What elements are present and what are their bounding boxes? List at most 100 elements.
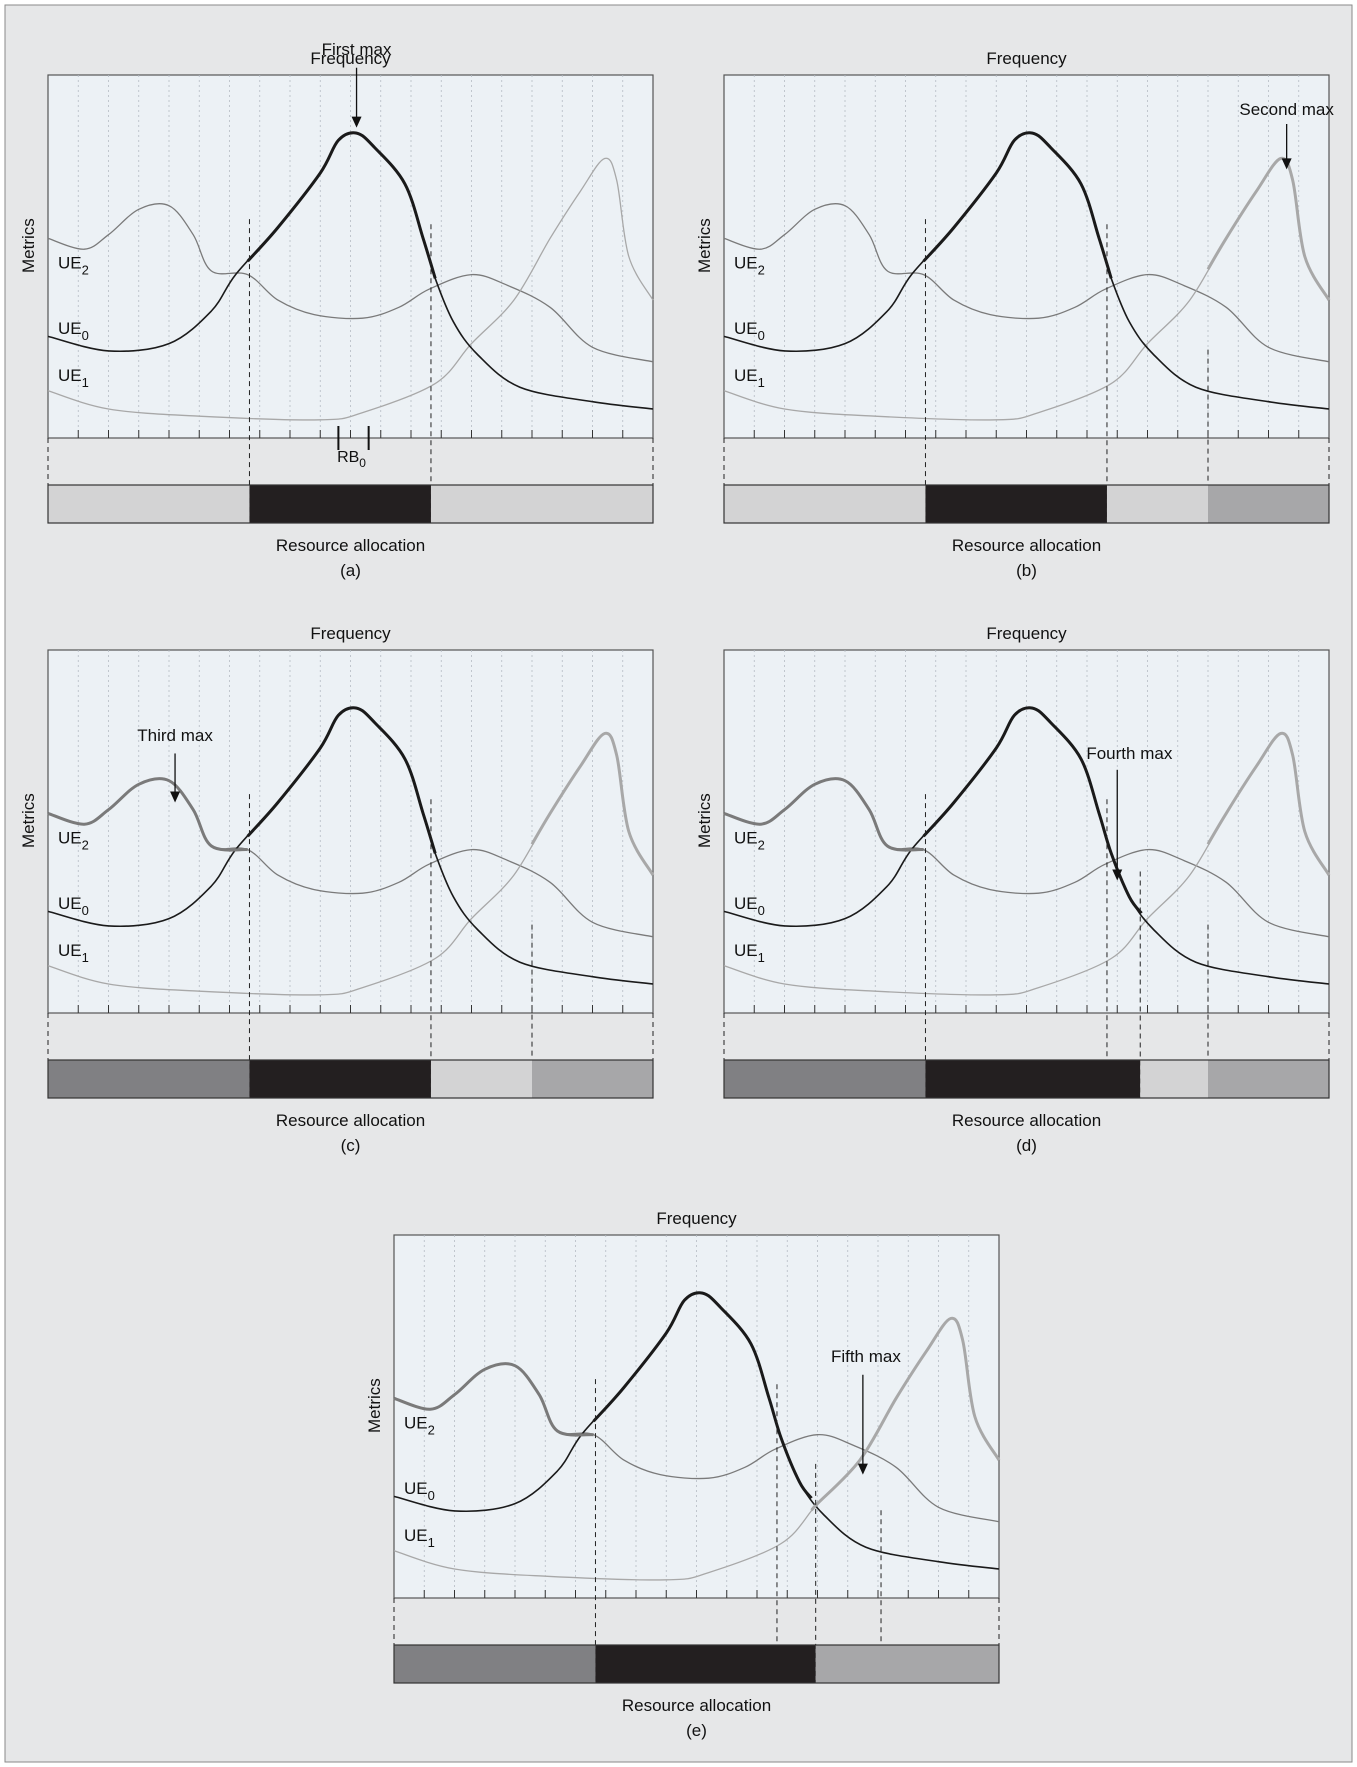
resource-allocation-label: Resource allocation — [622, 1696, 771, 1715]
max-annotation: First max — [322, 40, 392, 128]
ue-label: UE2 — [404, 1414, 435, 1438]
panel-d: Frequency Metrics Resource allocation (d) UE… — [695, 624, 1331, 1155]
max-arrow-head — [170, 791, 181, 803]
ue-label-base: UE — [404, 1526, 428, 1545]
allocation-segment — [249, 485, 431, 523]
ue-label: UE1 — [734, 366, 765, 390]
max-arrow-head — [1281, 158, 1292, 170]
frequency-label: Frequency — [656, 1209, 737, 1228]
panel-caption: (a) — [340, 561, 361, 580]
resource-allocation-label: Resource allocation — [952, 1111, 1101, 1130]
ue0-allocated-segment — [922, 131, 1113, 279]
resource-allocation-bar — [723, 484, 1330, 524]
ue-label-subscript: 2 — [758, 263, 765, 278]
allocation-segment — [815, 1645, 999, 1683]
ue-label: UE1 — [734, 941, 765, 965]
ue-label-subscript: 1 — [82, 375, 89, 390]
ue-label: UE2 — [58, 254, 89, 278]
max-annotation-text: First max — [322, 40, 392, 59]
ue-label: UE0 — [58, 894, 89, 918]
resource-allocation-label: Resource allocation — [276, 536, 425, 555]
frequency-grid — [77, 650, 624, 1013]
allocation-segment — [430, 485, 653, 523]
max-annotation: Second max — [1239, 100, 1334, 170]
ue-label-base: UE — [58, 894, 82, 913]
max-annotation-text: Fourth max — [1086, 744, 1172, 763]
ue-label-subscript: 1 — [428, 1535, 435, 1550]
metrics-axis-label: Metrics — [695, 793, 714, 848]
frequency-grid — [753, 650, 1300, 1013]
rb-label: RB0 — [337, 449, 366, 470]
resource-allocation-bar — [47, 484, 654, 524]
ue1-curve — [47, 157, 654, 421]
allocation-bar-frame — [47, 484, 654, 524]
panel-e: Frequency Metrics Resource allocation (e) UE… — [365, 1209, 1001, 1740]
max-annotation-text: Fifth max — [831, 1347, 901, 1366]
ue-label-subscript: 0 — [82, 903, 89, 918]
ue-label-base: UE — [734, 894, 758, 913]
ue-label-base: UE — [58, 829, 82, 848]
rb-label-base: RB — [337, 449, 359, 466]
max-annotation: Fifth max — [831, 1347, 901, 1475]
max-annotation-text: Third max — [137, 726, 213, 745]
resource-allocation-bar — [723, 1059, 1330, 1099]
panel-caption: (c) — [341, 1136, 361, 1155]
ue-label: UE1 — [58, 366, 89, 390]
ue-label: UE0 — [734, 319, 765, 343]
ue2-allocated-segment — [393, 1362, 594, 1437]
allocation-segment — [532, 1060, 653, 1098]
panel-a: Frequency Metrics Resource allocation (a) UE… — [19, 40, 654, 580]
allocation-segment — [1106, 485, 1208, 523]
ue-label-base: UE — [58, 366, 82, 385]
ue-label: UE2 — [734, 254, 765, 278]
ue-label: UE0 — [734, 894, 765, 918]
panel-b: Frequency Metrics Resource allocation (b) UE… — [695, 49, 1334, 580]
ue-label-base: UE — [58, 319, 82, 338]
metrics-axis-label: Metrics — [19, 218, 38, 273]
allocation-boundaries — [47, 219, 654, 523]
metric-curves — [47, 706, 655, 996]
allocation-segment — [925, 485, 1107, 523]
ue-label-base: UE — [58, 941, 82, 960]
ue-label-base: UE — [734, 941, 758, 960]
frequency-label: Frequency — [310, 49, 391, 68]
metric-curves — [723, 706, 1331, 996]
ue-label-base: UE — [58, 254, 82, 273]
frequency-grid — [77, 75, 624, 438]
ue1-allocated-segment — [1206, 156, 1331, 301]
ue-label-subscript: 2 — [428, 1423, 435, 1438]
panel-c: Frequency Metrics Resource allocation (c) UE… — [19, 624, 655, 1155]
rb-label-subscript: 0 — [359, 456, 366, 470]
ue-label-base: UE — [404, 1414, 428, 1433]
rb-marker: RB0 — [337, 426, 370, 470]
allocation-segment — [430, 1060, 532, 1098]
allocation-bar-frame — [393, 1644, 1000, 1684]
ue-label: UE0 — [404, 1479, 435, 1503]
ue2-curve — [723, 203, 1330, 363]
ue1-allocated-segment — [530, 731, 655, 876]
allocation-segment — [48, 1060, 250, 1098]
allocation-segment — [1140, 1060, 1208, 1098]
frequency-label: Frequency — [310, 624, 391, 643]
ue2-allocated-segment — [723, 777, 924, 852]
ue-label-subscript: 1 — [82, 950, 89, 965]
allocation-segment — [925, 1060, 1141, 1098]
ue-label-subscript: 1 — [758, 950, 765, 965]
frequency-label: Frequency — [986, 624, 1067, 643]
allocation-segment — [1208, 485, 1329, 523]
resource-allocation-bar — [47, 1059, 654, 1099]
metric-curves — [393, 1291, 1001, 1581]
resource-allocation-label: Resource allocation — [276, 1111, 425, 1130]
panel-caption: (b) — [1016, 561, 1037, 580]
metrics-axis-label: Metrics — [695, 218, 714, 273]
frequency-grid — [423, 1235, 970, 1598]
ue-label-base: UE — [404, 1479, 428, 1498]
allocation-segment — [1208, 1060, 1329, 1098]
ue0-allocated-segment — [246, 706, 437, 854]
metrics-axis-label: Metrics — [19, 793, 38, 848]
ue0-allocated-segment — [922, 706, 1143, 915]
ue-label: UE2 — [58, 829, 89, 853]
ue-label-subscript: 1 — [758, 375, 765, 390]
ue2-curve — [47, 203, 654, 363]
